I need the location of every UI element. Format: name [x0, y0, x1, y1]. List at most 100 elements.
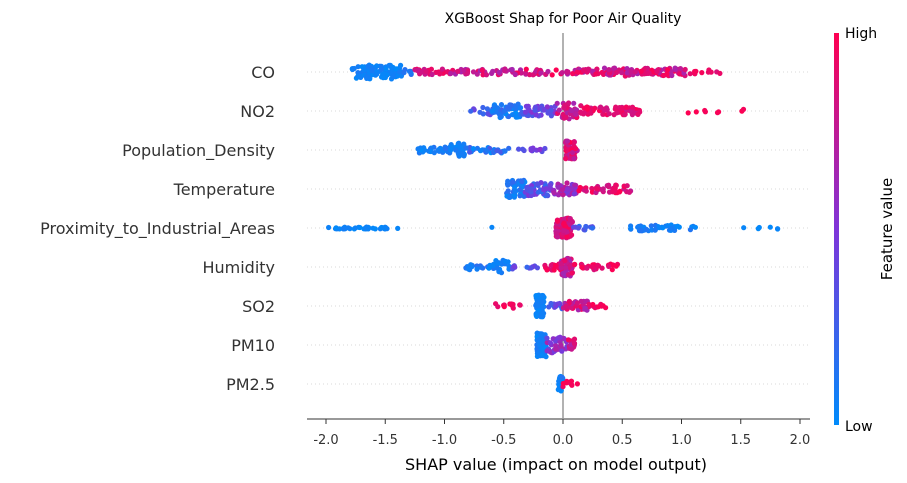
shap-point [463, 145, 469, 151]
shap-point [553, 339, 559, 345]
shap-point [685, 110, 691, 116]
shap-point [533, 112, 539, 118]
shap-point [627, 108, 634, 114]
shap-point [568, 378, 575, 384]
shap-point [775, 226, 781, 232]
shap-point [624, 183, 630, 189]
shap-point [559, 70, 565, 76]
shap-point [654, 68, 660, 75]
shap-point [477, 148, 484, 154]
shap-point [660, 72, 667, 79]
shap-point [580, 111, 587, 117]
shap-point [508, 301, 515, 307]
shap-point [563, 265, 569, 271]
shap-point [470, 69, 477, 75]
shap-point [558, 261, 564, 267]
shap-point [562, 102, 568, 108]
shap-point [582, 305, 588, 311]
shap-point [573, 111, 579, 117]
shap-point [530, 72, 536, 78]
shap-point [510, 305, 516, 311]
shap-point [687, 71, 693, 77]
shap-point [498, 102, 505, 108]
shap-point [494, 265, 500, 271]
x-tick-label: 0.0 [553, 433, 574, 448]
shap-point [542, 145, 548, 152]
shap-point [573, 182, 579, 188]
shap-point [538, 70, 544, 76]
shap-point [544, 348, 550, 354]
x-axis-ticks: -2.0 -1.5 -1.0 -0.5 0.0 0.5 1.0 1.5 2.0 [313, 419, 810, 448]
shap-point [372, 226, 378, 232]
shap-point [534, 181, 540, 187]
shap-point [431, 150, 437, 156]
shap-point [532, 107, 538, 113]
shap-point [549, 72, 555, 78]
shap-point [355, 64, 361, 70]
shap-point [619, 105, 625, 111]
shap-point [637, 228, 644, 234]
shap-point [340, 226, 346, 232]
shap-point [555, 218, 561, 224]
shap-point [584, 104, 590, 110]
shap-point [505, 178, 511, 184]
shap-point [565, 337, 572, 343]
shap-point [510, 179, 516, 185]
shap-point [511, 184, 518, 190]
shap-point [572, 261, 578, 267]
x-tick-label: -1.5 [373, 433, 398, 448]
shap-point [525, 104, 531, 111]
shap-point [755, 226, 761, 232]
feature-label: SO2 [242, 297, 275, 316]
shap-point [545, 68, 551, 75]
shap-point [408, 70, 414, 76]
shap-point [548, 262, 554, 268]
shap-point [528, 146, 534, 152]
shap-point [486, 265, 492, 271]
shap-point [559, 348, 565, 354]
shap-point [570, 224, 577, 230]
shap-point [571, 156, 577, 162]
shap-point [741, 225, 747, 231]
shap-point [561, 228, 567, 234]
x-tick-label: -1.0 [432, 433, 457, 448]
shap-point [565, 69, 571, 75]
shap-point [656, 225, 663, 231]
shap-point [705, 69, 712, 75]
shap-point [478, 264, 484, 270]
x-tick-label: 1.0 [671, 433, 692, 448]
shap-points [326, 62, 781, 394]
shap-point [652, 227, 658, 233]
shap-point [502, 66, 508, 72]
shap-point [564, 378, 570, 384]
shap-point [505, 182, 511, 188]
shap-point [396, 69, 402, 75]
shap-point [516, 146, 522, 152]
shap-point [480, 104, 486, 111]
shap-point [622, 112, 628, 118]
shap-point [539, 292, 545, 299]
shap-point [528, 265, 534, 271]
x-tick-label: 0.5 [612, 433, 633, 448]
shap-point [598, 104, 604, 110]
shap-point [569, 150, 576, 156]
feature-label: Temperature [173, 180, 275, 199]
shap-point [611, 188, 617, 194]
shap-point [494, 148, 500, 154]
shap-point [386, 62, 392, 68]
shap-point [570, 71, 576, 77]
shap-point [574, 300, 581, 306]
shap-point [520, 146, 526, 152]
shap-point [544, 335, 550, 341]
shap-point [571, 100, 577, 106]
shap-point [535, 303, 541, 309]
shap-point [638, 68, 644, 74]
shap-point [512, 189, 518, 195]
shap-point [538, 332, 544, 338]
shap-point [556, 378, 562, 384]
shap-point [579, 264, 585, 270]
shap-point [326, 224, 332, 231]
shap-point [559, 374, 565, 380]
shap-point [668, 225, 674, 232]
shap-point [645, 70, 651, 76]
